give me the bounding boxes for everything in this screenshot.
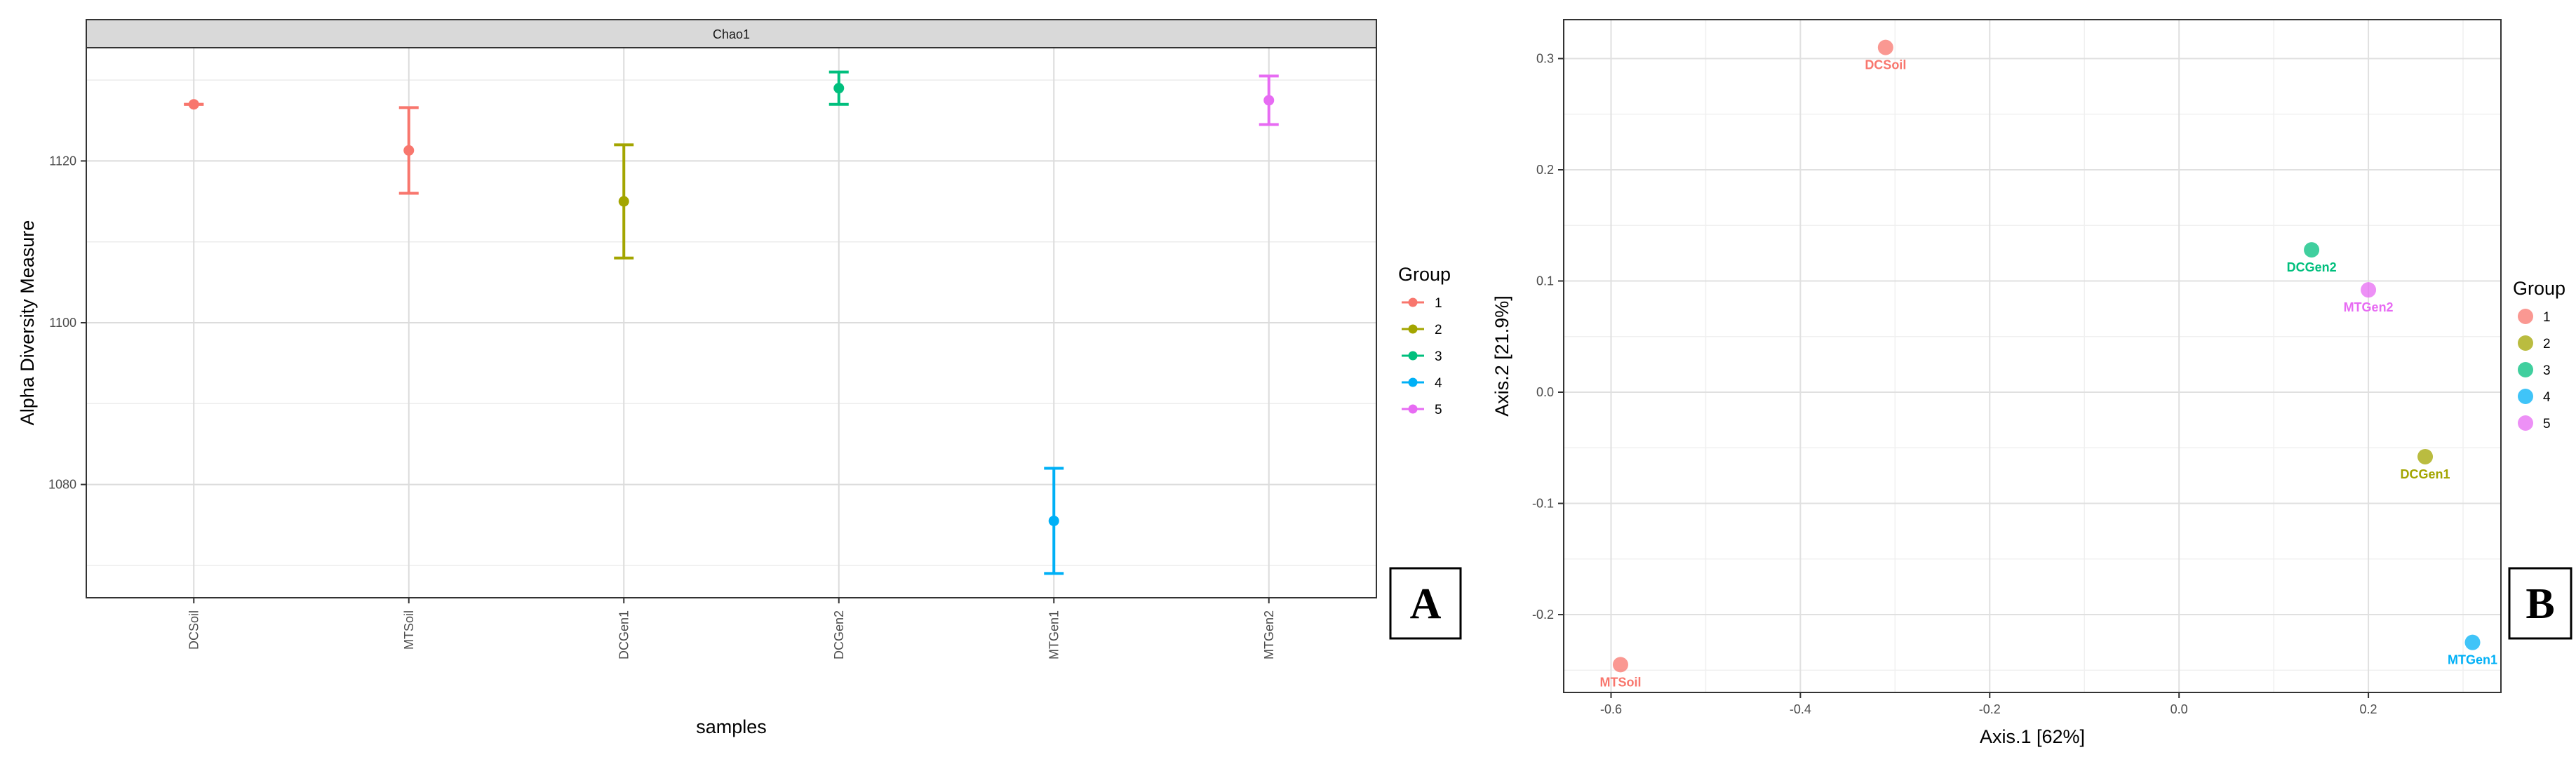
y-tick-label: 0.2	[1536, 163, 1554, 177]
legend-label-1: 1	[2543, 310, 2551, 325]
point-label-mtsoil: MTSoil	[1599, 675, 1641, 689]
x-tick-label-mtgen1: MTGen1	[1047, 610, 1061, 659]
chart-a-alpha-diversity: Chao1 1080 1100 1120 DCSoil MTSoil DCGen1 DCGen…	[17, 19, 1462, 737]
data-point-dcgen2	[2304, 242, 2320, 258]
legend-title: Group	[1398, 264, 1451, 285]
x-tick-label-dcgen2: DCGen2	[832, 610, 846, 659]
panel-letter: A	[1410, 580, 1442, 628]
legend-key-point-3	[2518, 362, 2533, 377]
point-label-dcgen2: DCGen2	[2287, 260, 2337, 274]
point-label-mtgen2: MTGen2	[2344, 300, 2394, 314]
legend-key-point-4	[2518, 389, 2533, 404]
y-tick-label: 0.0	[1536, 385, 1554, 399]
data-point-mtgen1	[1048, 515, 1059, 526]
legend-label-2: 2	[1435, 323, 1442, 337]
legend-label-5: 5	[1435, 403, 1442, 417]
y-tick-label: -0.2	[1532, 608, 1554, 622]
x-tick-label: 0.2	[2360, 702, 2377, 716]
legend-label-2: 2	[2543, 337, 2551, 351]
data-point-dcgen2	[833, 83, 845, 94]
y-tick-label: 1100	[49, 316, 76, 330]
point-label-dcgen1: DCGen1	[2401, 467, 2450, 481]
chart-b-ordination: -0.6 -0.4 -0.2 0.0 0.2 -0.2 -0.1 0.0 0.1 0.2 0.3 Ax…	[1491, 19, 2572, 747]
data-point-mtgen2	[2361, 282, 2377, 298]
legend-label-3: 3	[2543, 363, 2551, 378]
x-tick-label-mtgen2: MTGen2	[1262, 610, 1276, 659]
x-tick-label: -0.4	[1790, 702, 1811, 716]
x-tick-label-dcsoil: DCSoil	[187, 610, 201, 650]
data-point-dcsoil	[1877, 39, 1893, 55]
panel-letter-box	[2508, 567, 2572, 640]
legend-label-3: 3	[1435, 349, 1442, 364]
x-tick-label: -0.6	[1600, 702, 1622, 716]
legend-label-4: 4	[1435, 376, 1442, 391]
y-tick-label: 0.3	[1536, 51, 1554, 65]
legend-key-point-4	[1408, 377, 1418, 387]
y-tick-label: -0.1	[1532, 497, 1554, 511]
legend-key-point-2	[2518, 335, 2533, 351]
data-point-mtgen1	[2464, 634, 2481, 650]
legend-key-point-5	[1408, 404, 1418, 414]
plot-panel	[1564, 20, 2501, 692]
legend-label-5: 5	[2543, 417, 2551, 431]
data-point-dcgen1	[618, 196, 629, 207]
panel-letter-box	[1389, 567, 1462, 640]
data-point-mtsoil	[403, 145, 415, 156]
panel-letter: B	[2525, 580, 2554, 628]
y-tick-label: 0.1	[1536, 274, 1554, 288]
legend-title: Group	[2513, 278, 2565, 299]
x-tick-label-dcgen1: DCGen1	[617, 610, 631, 659]
panel-border	[1563, 19, 2502, 693]
facet-strip	[86, 19, 1377, 48]
x-tick-label: 0.0	[2171, 702, 2188, 716]
data-point-dcsoil	[188, 99, 199, 110]
legend-label-1: 1	[1435, 296, 1442, 311]
data-point-dcgen1	[2417, 448, 2434, 464]
x-axis-title: samples	[696, 716, 767, 737]
legend-label-4: 4	[2543, 390, 2551, 405]
y-tick-label: 1120	[49, 154, 76, 168]
x-tick-label: -0.2	[1979, 702, 2001, 716]
legend-key-point-1	[1408, 297, 1418, 307]
legend-key-point-1	[2518, 309, 2533, 324]
data-point-mtsoil	[1612, 657, 1628, 673]
legend-key-point-3	[1408, 351, 1418, 361]
y-axis-title: Axis.2 [21.9%]	[1491, 295, 1512, 417]
facet-label: Chao1	[713, 27, 750, 41]
x-tick-label-mtsoil: MTSoil	[402, 610, 416, 650]
y-axis-title: Alpha Diversity Measure	[17, 220, 38, 426]
point-label-dcsoil: DCSoil	[1865, 58, 1906, 72]
y-tick-label: 1080	[48, 478, 76, 492]
legend-key-point-5	[2518, 415, 2533, 431]
legend-key-point-2	[1408, 324, 1418, 334]
x-axis-title: Axis.1 [62%]	[1980, 726, 2085, 747]
data-point-mtgen2	[1263, 95, 1275, 106]
point-label-mtgen1: MTGen1	[2448, 653, 2497, 667]
